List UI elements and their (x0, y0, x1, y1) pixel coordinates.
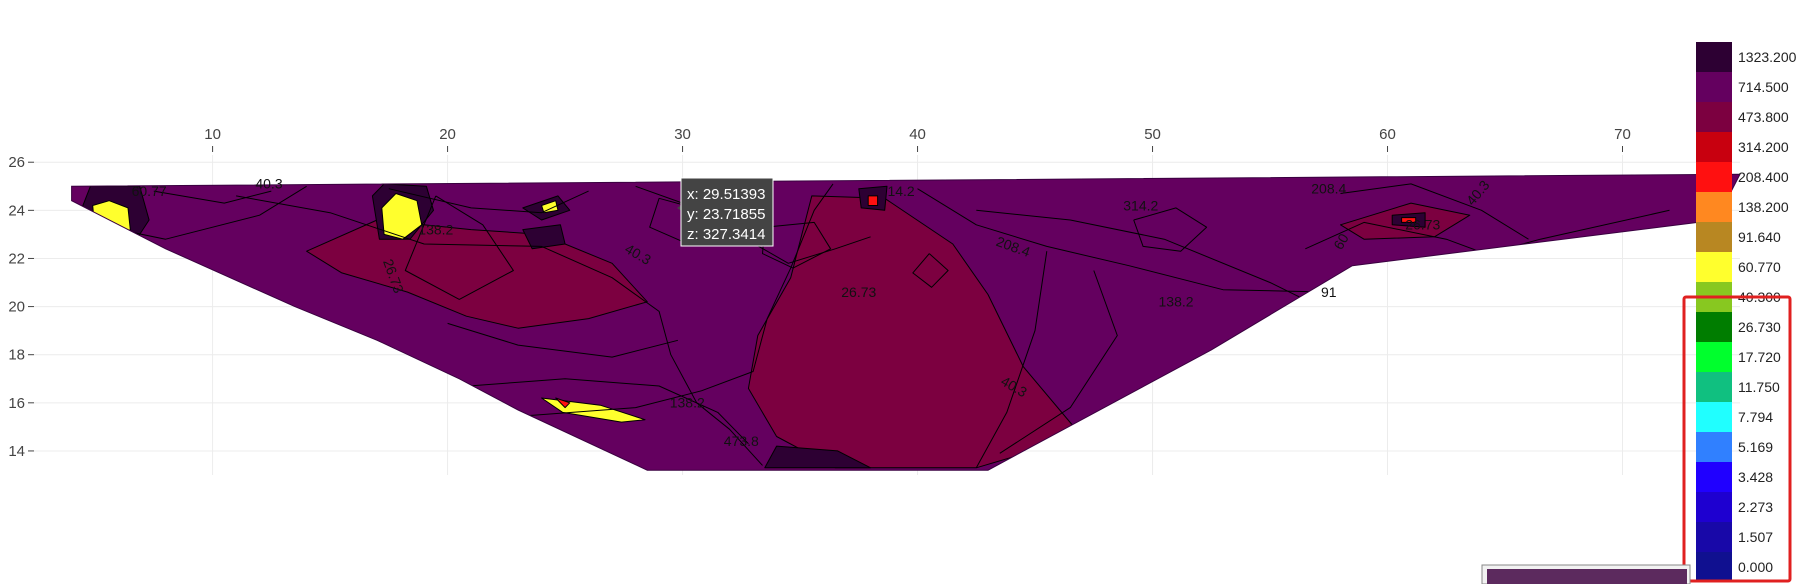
contour-line (153, 190, 272, 204)
colorbar-label: 11.750 (1738, 379, 1780, 395)
colorbar-swatch (1696, 192, 1732, 222)
x-tick-label: 30 (674, 126, 691, 143)
tooltip-z: z: 327.3414 (687, 226, 765, 243)
colorbar-label: 1323.200 (1738, 49, 1797, 65)
contour-label: 473.8 (724, 433, 759, 449)
contour-label: 314.2 (1123, 197, 1158, 213)
colorbar-label: 314.200 (1738, 139, 1789, 155)
colorbar-swatch (1696, 252, 1732, 282)
colorbar-label: 5.169 (1738, 439, 1773, 455)
contour-region (306, 219, 648, 329)
x-tick-label: 50 (1144, 126, 1161, 143)
profile-fill (71, 174, 1741, 471)
y-tick-label: 24 (8, 202, 25, 219)
contour-label: 26.73 (1405, 217, 1440, 233)
y-tick-label: 14 (8, 443, 25, 460)
colorbar-swatch (1696, 72, 1732, 102)
contour-region (541, 200, 559, 214)
contour-line (388, 188, 589, 214)
contour-line (912, 253, 949, 288)
contour-region (764, 445, 872, 469)
contour-line (447, 322, 679, 358)
profile-outline (71, 173, 1741, 471)
x-tick-label: 70 (1614, 126, 1631, 143)
minimap-preview (1487, 569, 1687, 584)
x-tick-label: 20 (439, 126, 456, 143)
colorbar-highlight-box (1682, 295, 1792, 583)
contour-line (976, 209, 1330, 312)
contour-line (435, 378, 749, 445)
contour-label: 208.4 (1311, 180, 1346, 196)
y-tick-label: 18 (8, 347, 25, 364)
tooltip-y: y: 23.71855 (687, 206, 765, 223)
colorbar-label: 0.000 (1738, 559, 1773, 575)
colorbar-swatch (1696, 462, 1732, 492)
colorbar-label: 26.730 (1738, 319, 1781, 335)
contour-line (236, 195, 763, 466)
colorbar-label: 208.400 (1738, 169, 1789, 185)
colorbar-swatch (1696, 342, 1732, 372)
contour-label: 138.2 (418, 221, 453, 237)
y-tick-label: 20 (8, 299, 25, 316)
contour-region (92, 200, 131, 238)
colorbar[interactable]: 1323.200 714.500 473.800 314.200 208.400 138.… (1682, 42, 1797, 583)
colorbar-label: 473.800 (1738, 109, 1789, 125)
contour-label: 138.2 (670, 395, 705, 411)
contour-label: 138.2 (1159, 294, 1194, 310)
contour-label: 26.73 (841, 284, 876, 300)
contour-line (1340, 183, 1529, 240)
contour-label: 60.77 (132, 183, 167, 199)
colorbar-label: 714.500 (1738, 79, 1789, 95)
colorbar-swatch (1696, 522, 1732, 552)
colorbar-swatch (1696, 432, 1732, 462)
contour-label: 40.3 (255, 176, 282, 192)
contour-line (1133, 207, 1208, 252)
contour-line (975, 251, 1048, 469)
colorbar-label: 2.273 (1738, 499, 1773, 515)
x-tick-label: 40 (909, 126, 926, 143)
contour-region (1401, 217, 1417, 223)
hover-tooltip: x: 29.51393 y: 23.71855 z: 327.3414 (677, 177, 774, 247)
colorbar-label: 91.640 (1738, 229, 1781, 245)
contour-line (506, 183, 834, 418)
contour-line (762, 221, 832, 269)
contour-region (555, 397, 571, 409)
colorbar-swatch (1696, 312, 1732, 342)
colorbar-swatch (1696, 372, 1732, 402)
colorbar-label: 3.428 (1738, 469, 1773, 485)
tooltip-box (680, 177, 774, 247)
colorbar-label: 7.794 (1738, 409, 1773, 425)
colorbar-swatch (1696, 552, 1732, 582)
colorbar-swatch (1696, 222, 1732, 252)
colorbar-swatch (1696, 132, 1732, 162)
colorbar-label: 1.507 (1738, 529, 1773, 545)
contour-region (867, 195, 879, 206)
contour-label: 91 (1321, 284, 1337, 300)
minimap-thumbnail[interactable] (1481, 564, 1691, 584)
x-tick-label: 10 (204, 126, 221, 143)
colorbar-swatch (1696, 162, 1732, 192)
contour-region (381, 193, 423, 240)
y-tick-label: 26 (8, 154, 25, 171)
tooltip-x: x: 29.51393 (687, 186, 765, 203)
colorbar-label: 60.770 (1738, 259, 1781, 275)
colorbar-swatch (1696, 402, 1732, 432)
resistivity-profile[interactable] (71, 173, 1741, 471)
x-tick-label: 60 (1379, 126, 1396, 143)
contour-region (522, 224, 566, 250)
y-tick-label: 22 (8, 250, 25, 267)
colorbar-swatch (1696, 492, 1732, 522)
contour-line (404, 195, 514, 300)
colorbar-label: 17.720 (1738, 349, 1781, 365)
y-tick-label: 16 (8, 395, 25, 412)
contour-label: 60 (1330, 231, 1352, 253)
contour-label: 14.2 (887, 183, 914, 199)
colorbar-label: 138.200 (1738, 199, 1789, 215)
contour-line (999, 270, 1118, 454)
plot-axes: 10 20 30 40 50 60 70 14 16 18 20 22 24 26 (8, 126, 1631, 460)
colorbar-swatch (1696, 102, 1732, 132)
colorbar-swatch (1696, 42, 1732, 72)
